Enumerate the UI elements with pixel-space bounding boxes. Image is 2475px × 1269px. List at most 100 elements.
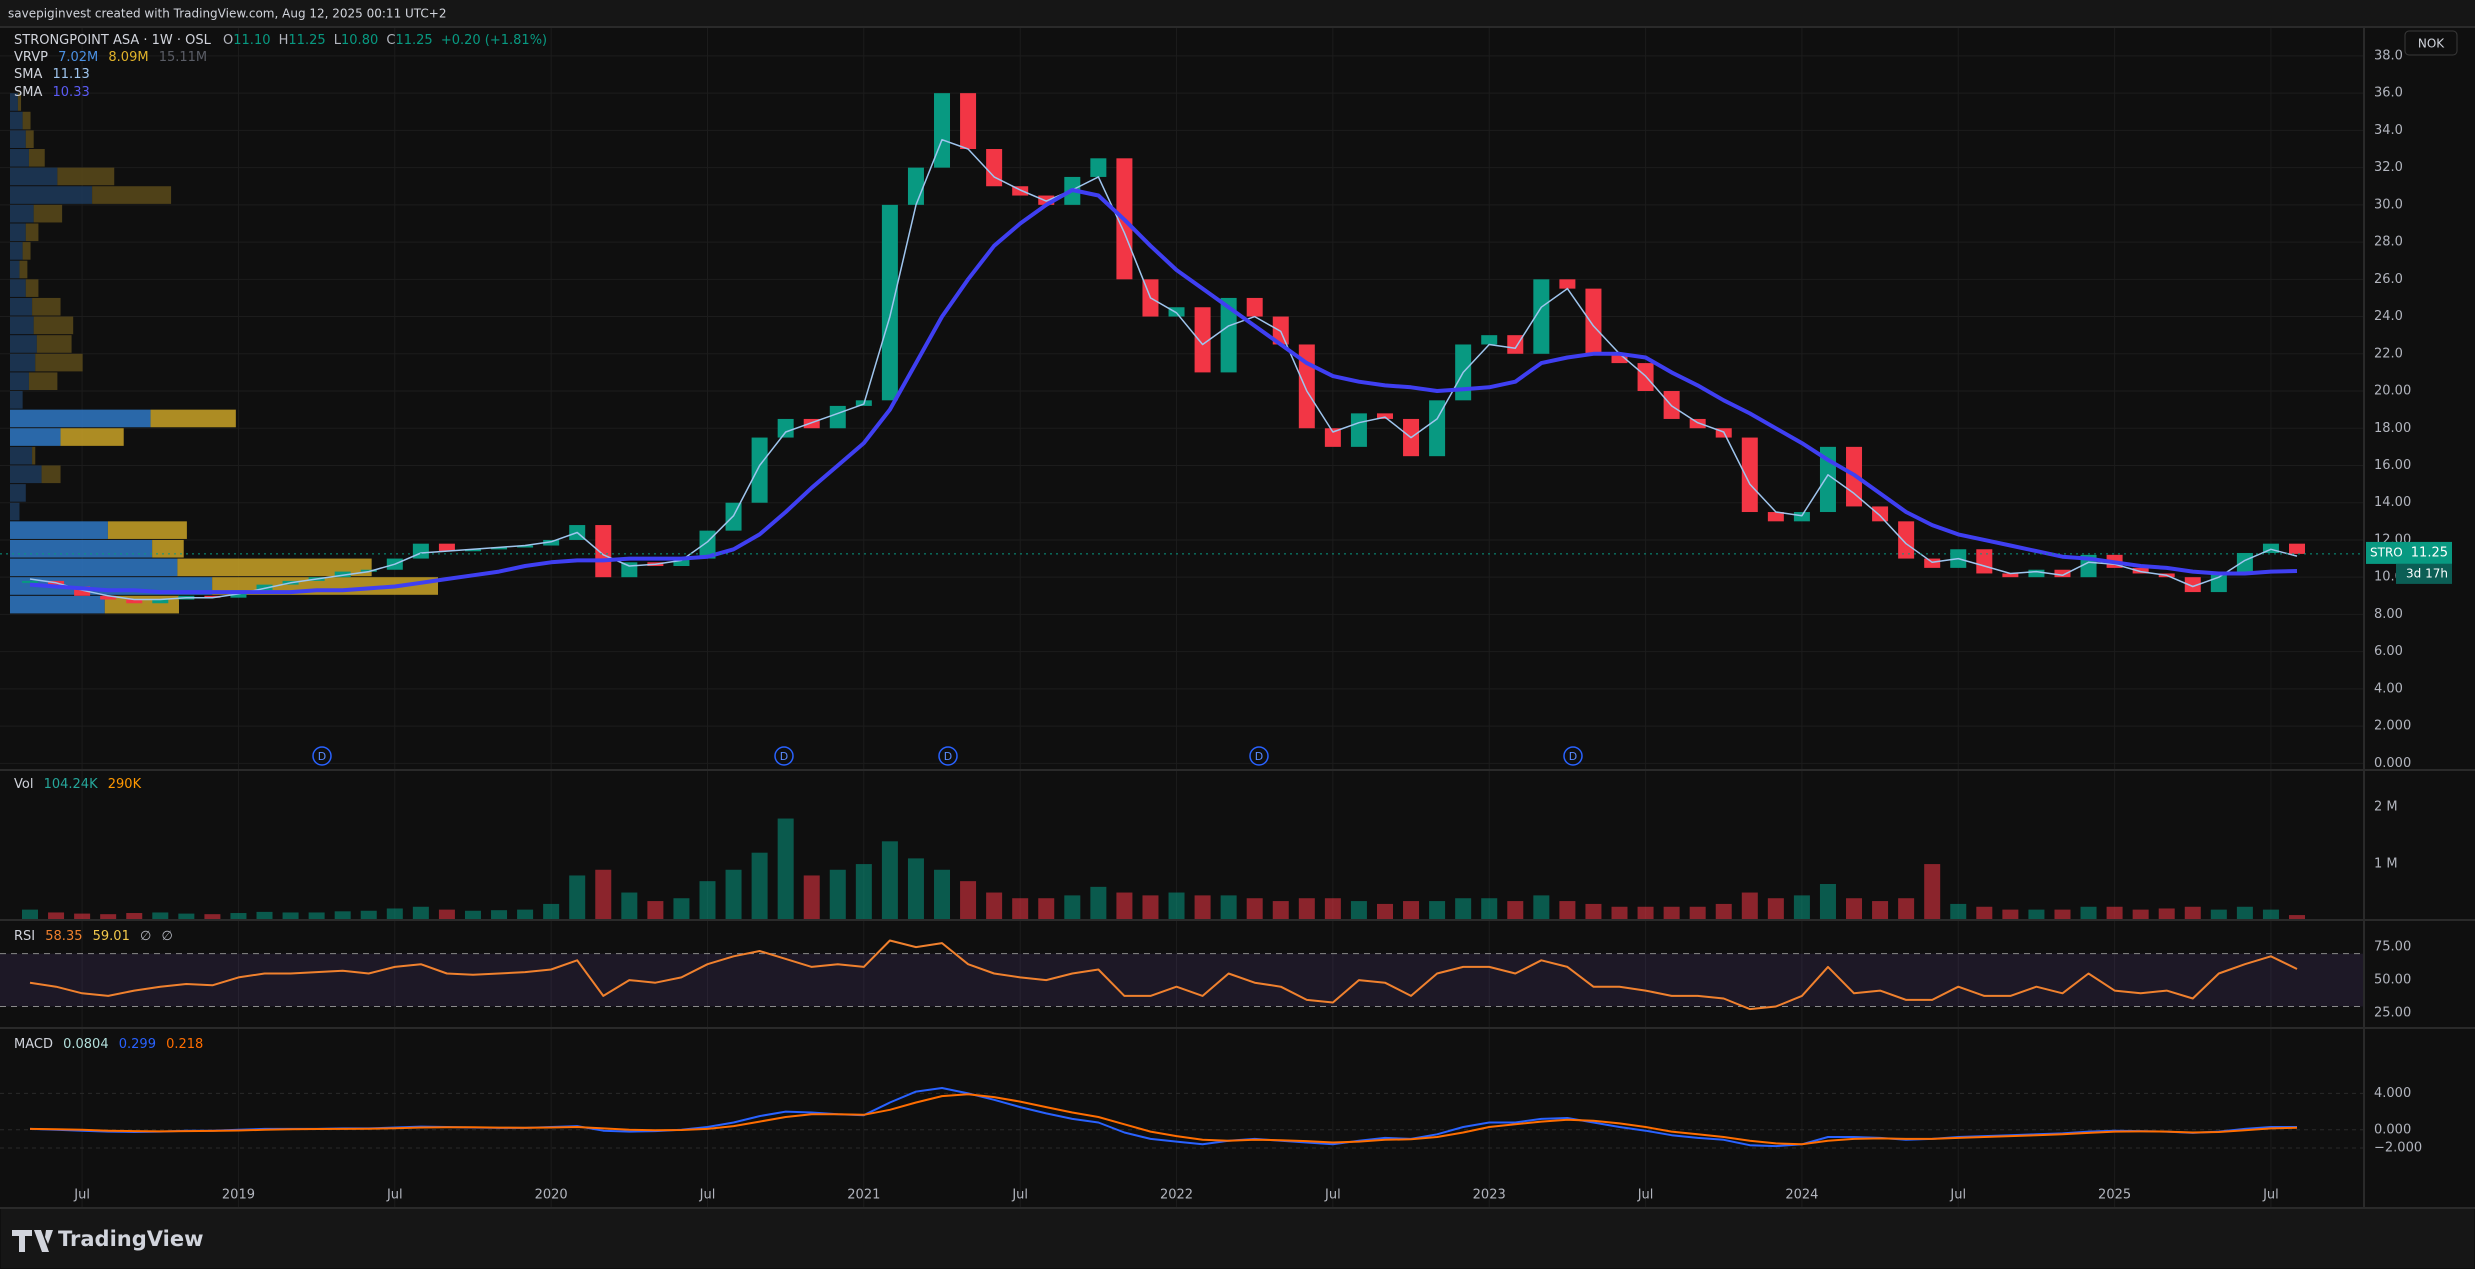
volume-bar	[1637, 906, 1654, 921]
profile-up	[10, 316, 34, 335]
y-tick-label: 50.00	[2374, 973, 2411, 988]
x-tick-label: 2020	[535, 1188, 568, 1203]
currency-button[interactable]	[2404, 30, 2458, 56]
dividend-label: D	[318, 750, 326, 763]
profile-up	[10, 391, 23, 409]
profile-down	[28, 149, 45, 167]
y-tick-label: 2.000	[2374, 719, 2411, 734]
candle	[2002, 573, 2019, 578]
series-line	[29, 939, 2298, 1011]
rsi-value: 58.35	[45, 929, 82, 944]
volume-bar	[2002, 909, 2019, 921]
volume-bar	[464, 910, 481, 921]
volume-ma-value: 290K	[108, 777, 142, 792]
volume-bar	[1324, 898, 1341, 921]
volume-bar	[1898, 898, 1915, 921]
volume-bar	[1507, 901, 1524, 921]
volume-bar	[2262, 909, 2279, 921]
candle	[1429, 400, 1446, 457]
volume-bar	[1194, 895, 1211, 921]
macd-name: MACD	[14, 1037, 53, 1052]
volume-bar	[1064, 895, 1081, 921]
profile-down	[33, 316, 74, 335]
price-label-box	[2366, 541, 2452, 564]
grid-layer	[0, 28, 2364, 1207]
profile-down	[150, 409, 236, 428]
candle	[1611, 353, 1628, 364]
vrvp-total: 15.11M	[159, 50, 207, 65]
volume-bar	[673, 898, 690, 921]
profile-down	[22, 242, 31, 260]
candle	[881, 204, 898, 401]
profile-down	[107, 521, 187, 539]
vrvp-down: 8.09M	[108, 50, 148, 65]
volume-bar	[1220, 895, 1237, 921]
dividend-label: D	[780, 750, 788, 763]
currency-label[interactable]: NOK	[2418, 37, 2445, 51]
profile-down	[32, 446, 36, 465]
volume-bar	[256, 911, 273, 921]
candle	[986, 149, 1003, 187]
rsi-legend: RSI 58.35 59.01 ∅ ∅	[14, 929, 173, 944]
candle	[1559, 279, 1576, 289]
volume-bar	[1455, 898, 1472, 921]
dividend-marker	[1563, 746, 1583, 766]
volume-bar	[1272, 901, 1289, 921]
volume-bar	[308, 912, 325, 921]
signal-value: 0.218	[166, 1037, 203, 1052]
candle	[2132, 567, 2149, 574]
volume-bar	[1976, 906, 1993, 921]
vrvp-legend: VRVP 7.02M 8.09M 15.11M	[14, 50, 207, 65]
ohlc-value: 10.80	[341, 33, 378, 48]
volume-bar	[2289, 915, 2305, 921]
candle	[1533, 279, 1550, 354]
dividend-marker	[938, 746, 958, 766]
candle	[1246, 297, 1263, 317]
dividend-label: D	[1569, 750, 1577, 763]
y-tick-label: 22.0	[2374, 346, 2403, 361]
candle	[256, 584, 273, 591]
profile-up	[10, 297, 33, 316]
rsi-band	[0, 953, 2364, 1007]
y-tick-label: 0.000	[2374, 1122, 2411, 1137]
volume-bar	[725, 869, 742, 921]
price-label-value: 11.25	[2411, 545, 2448, 560]
volume-bar	[1846, 898, 1863, 921]
candle	[1038, 195, 1055, 205]
candle	[1872, 506, 1889, 522]
volume-bar	[1350, 901, 1367, 921]
volume-name: Vol	[14, 777, 33, 792]
volume-bar	[1715, 903, 1732, 921]
candle	[1689, 418, 1706, 429]
volume-bar	[204, 914, 221, 921]
profile-up	[10, 93, 18, 111]
sma-legend: SMA 10.33	[14, 85, 90, 100]
volume-bar	[1559, 901, 1576, 921]
volume-bar	[360, 910, 377, 921]
ohlc-label: L	[334, 33, 342, 48]
profile-up	[10, 353, 36, 372]
volume-bar	[2184, 906, 2201, 921]
volume-bar	[1038, 898, 1055, 921]
profile-down	[17, 93, 22, 111]
logo-mark	[12, 1230, 53, 1252]
y-tick-label: 32.0	[2374, 160, 2403, 175]
volume-bar	[647, 901, 664, 921]
volume-bar	[1142, 895, 1159, 921]
y-tick-label: 4.000	[2374, 1086, 2411, 1101]
volume-bar	[1585, 903, 1602, 921]
rsi-ma-value: 59.01	[93, 929, 130, 944]
volume-bar	[1663, 906, 1680, 921]
volume-bar	[2106, 906, 2123, 921]
volume-bar	[2236, 906, 2253, 921]
profile-up	[10, 465, 42, 484]
series-line	[29, 138, 2298, 601]
volume-bar	[699, 881, 716, 921]
volume-bar	[960, 881, 977, 921]
x-tick-label: Jul	[1637, 1188, 1654, 1203]
profile-up	[10, 558, 178, 577]
volume-bar	[178, 913, 195, 921]
candle	[22, 580, 38, 583]
